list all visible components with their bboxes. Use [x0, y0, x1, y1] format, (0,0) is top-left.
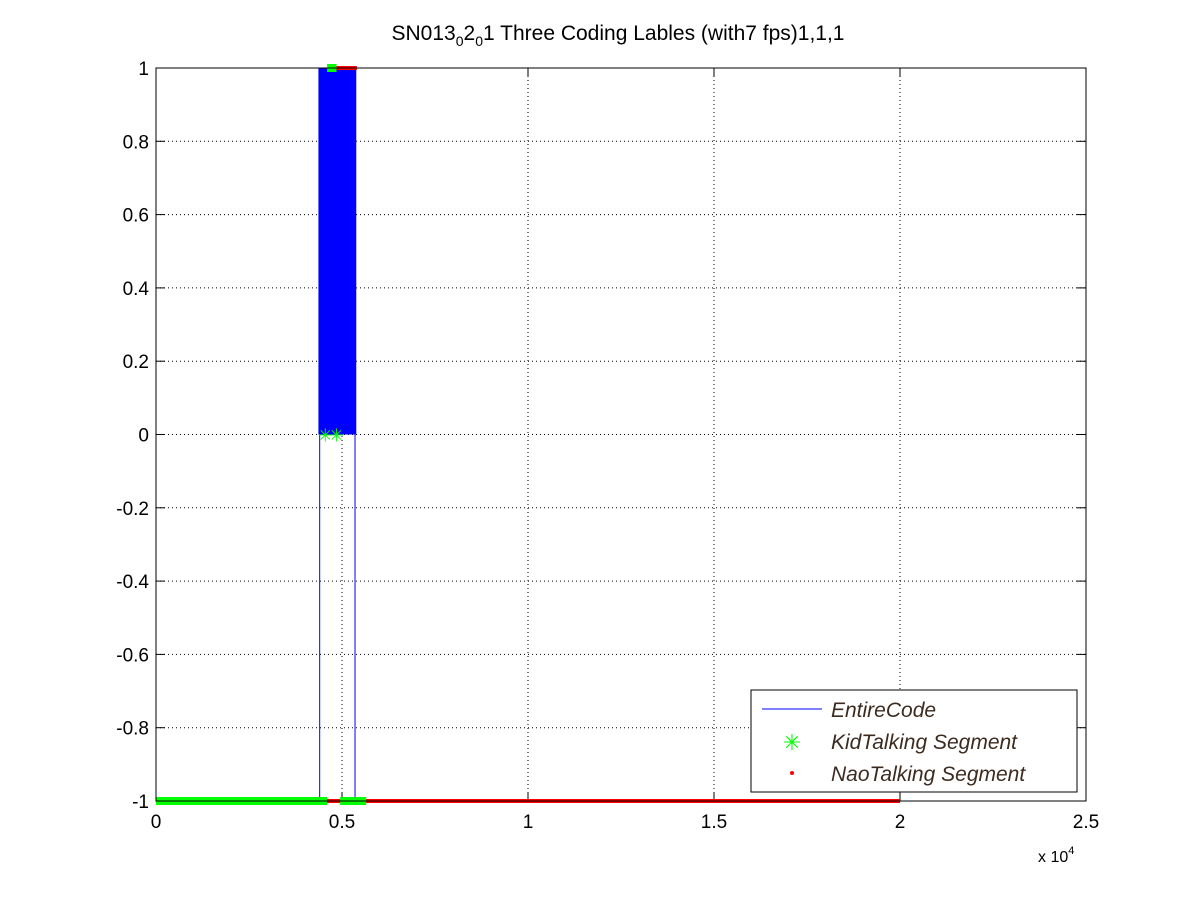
x-tick-label: 2	[895, 812, 906, 833]
x-tick-label: 1.5	[701, 812, 727, 833]
tick-labels: 0 0.5 1 1.5 2 2.5 -1 -0.8 -0.6 -0.4 -0.2 0 0.2 0.4 0.6…	[116, 59, 1099, 833]
entirecode-line	[318, 67, 357, 435]
legend-kidtalking-label: KidTalking Segment	[831, 731, 1018, 754]
y-tick-label: 0.8	[123, 132, 149, 153]
legend: EntireCode ✳ KidTalking Segment NaoTalki…	[750, 689, 1078, 793]
grid	[156, 68, 1086, 801]
y-tick-label: -0.8	[116, 719, 149, 740]
x-tick-label: 0.5	[329, 812, 355, 833]
y-tick-label: -0.2	[116, 499, 149, 520]
y-tick-label: 1	[138, 59, 149, 80]
y-tick-label: 0	[138, 426, 149, 447]
x-tick-label: 1	[523, 812, 534, 833]
kidtalking-marker: ✳	[318, 426, 333, 446]
axes-frame	[155, 67, 1087, 802]
x-tick-label: 2.5	[1073, 812, 1099, 833]
y-tick-label: -0.4	[116, 572, 149, 593]
legend-naotalking-swatch	[790, 771, 794, 775]
y-tick-label: 0.6	[123, 206, 149, 227]
kidtalking-marker: ✳	[329, 426, 344, 446]
y-tick-label: -0.6	[116, 645, 149, 666]
chart-title: SN0130201 Three Coding Lables (with7 fps…	[392, 22, 845, 49]
legend-entirecode-label: EntireCode	[831, 699, 936, 722]
y-tick-label: 0.4	[123, 279, 150, 300]
x-tick-label: 0	[151, 812, 162, 833]
x-axis-exponent: x 104	[1038, 845, 1074, 866]
y-tick-label: -1	[132, 792, 149, 813]
legend-kidtalking-swatch: ✳	[783, 730, 801, 755]
legend-naotalking-label: NaoTalking Segment	[831, 763, 1026, 786]
y-tick-label: 0.2	[123, 352, 149, 373]
legend-box	[750, 689, 1078, 793]
